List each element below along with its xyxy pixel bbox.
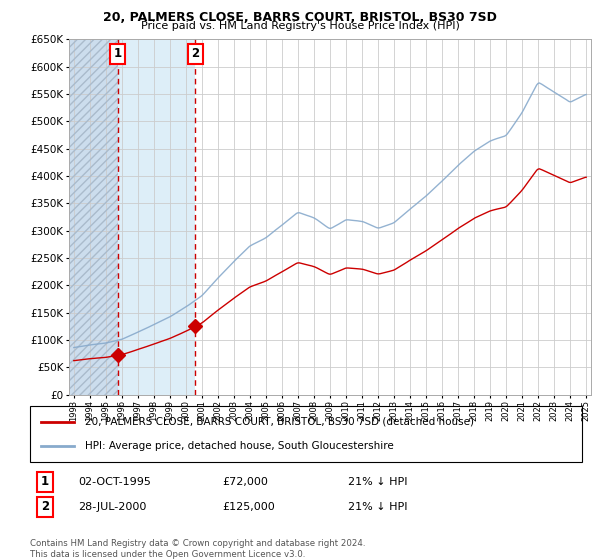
Bar [69, 39, 118, 395]
Text: £72,000: £72,000 [222, 477, 268, 487]
Text: HPI: Average price, detached house, South Gloucestershire: HPI: Average price, detached house, Sout… [85, 441, 394, 451]
Bar [69, 39, 118, 395]
Text: 20, PALMERS CLOSE, BARRS COURT, BRISTOL, BS30 7SD: 20, PALMERS CLOSE, BARRS COURT, BRISTOL,… [103, 11, 497, 24]
Text: 1: 1 [41, 475, 49, 488]
Bar [118, 39, 195, 395]
Text: 2: 2 [41, 500, 49, 514]
Text: Contains HM Land Registry data © Crown copyright and database right 2024.
This d: Contains HM Land Registry data © Crown c… [30, 539, 365, 559]
Text: £125,000: £125,000 [222, 502, 275, 512]
Text: Price paid vs. HM Land Registry's House Price Index (HPI): Price paid vs. HM Land Registry's House … [140, 21, 460, 31]
Text: 28-JUL-2000: 28-JUL-2000 [78, 502, 146, 512]
Text: 20, PALMERS CLOSE, BARRS COURT, BRISTOL, BS30 7SD (detached house): 20, PALMERS CLOSE, BARRS COURT, BRISTOL,… [85, 417, 474, 427]
Text: 21% ↓ HPI: 21% ↓ HPI [348, 502, 407, 512]
Text: 21% ↓ HPI: 21% ↓ HPI [348, 477, 407, 487]
Text: 1: 1 [114, 48, 122, 60]
Text: 2: 2 [191, 48, 199, 60]
Text: 02-OCT-1995: 02-OCT-1995 [78, 477, 151, 487]
